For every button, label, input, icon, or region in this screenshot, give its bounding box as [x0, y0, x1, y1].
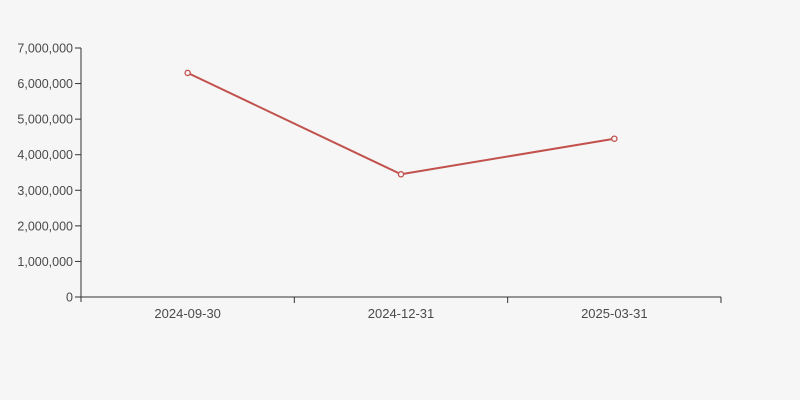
- y-axis-tick-label: 2,000,000: [17, 219, 73, 233]
- y-axis-tick-label: 4,000,000: [17, 148, 73, 162]
- y-axis-tick-label: 0: [66, 291, 73, 305]
- y-axis-tick-label: 3,000,000: [17, 184, 73, 198]
- y-axis-tick-label: 1,000,000: [17, 255, 73, 269]
- y-axis-tick-label: 5,000,000: [17, 113, 73, 127]
- x-axis-tick-label: 2024-12-31: [368, 306, 435, 321]
- data-point-marker[interactable]: [611, 135, 618, 142]
- y-axis-tick-label: 7,000,000: [17, 42, 73, 56]
- y-axis-tick-label: 6,000,000: [17, 77, 73, 91]
- x-axis-tick-label: 2025-03-31: [581, 306, 648, 321]
- data-point-marker[interactable]: [397, 171, 405, 178]
- data-point-marker[interactable]: [184, 69, 191, 77]
- x-axis-tick-label: 2024-09-30: [154, 306, 221, 321]
